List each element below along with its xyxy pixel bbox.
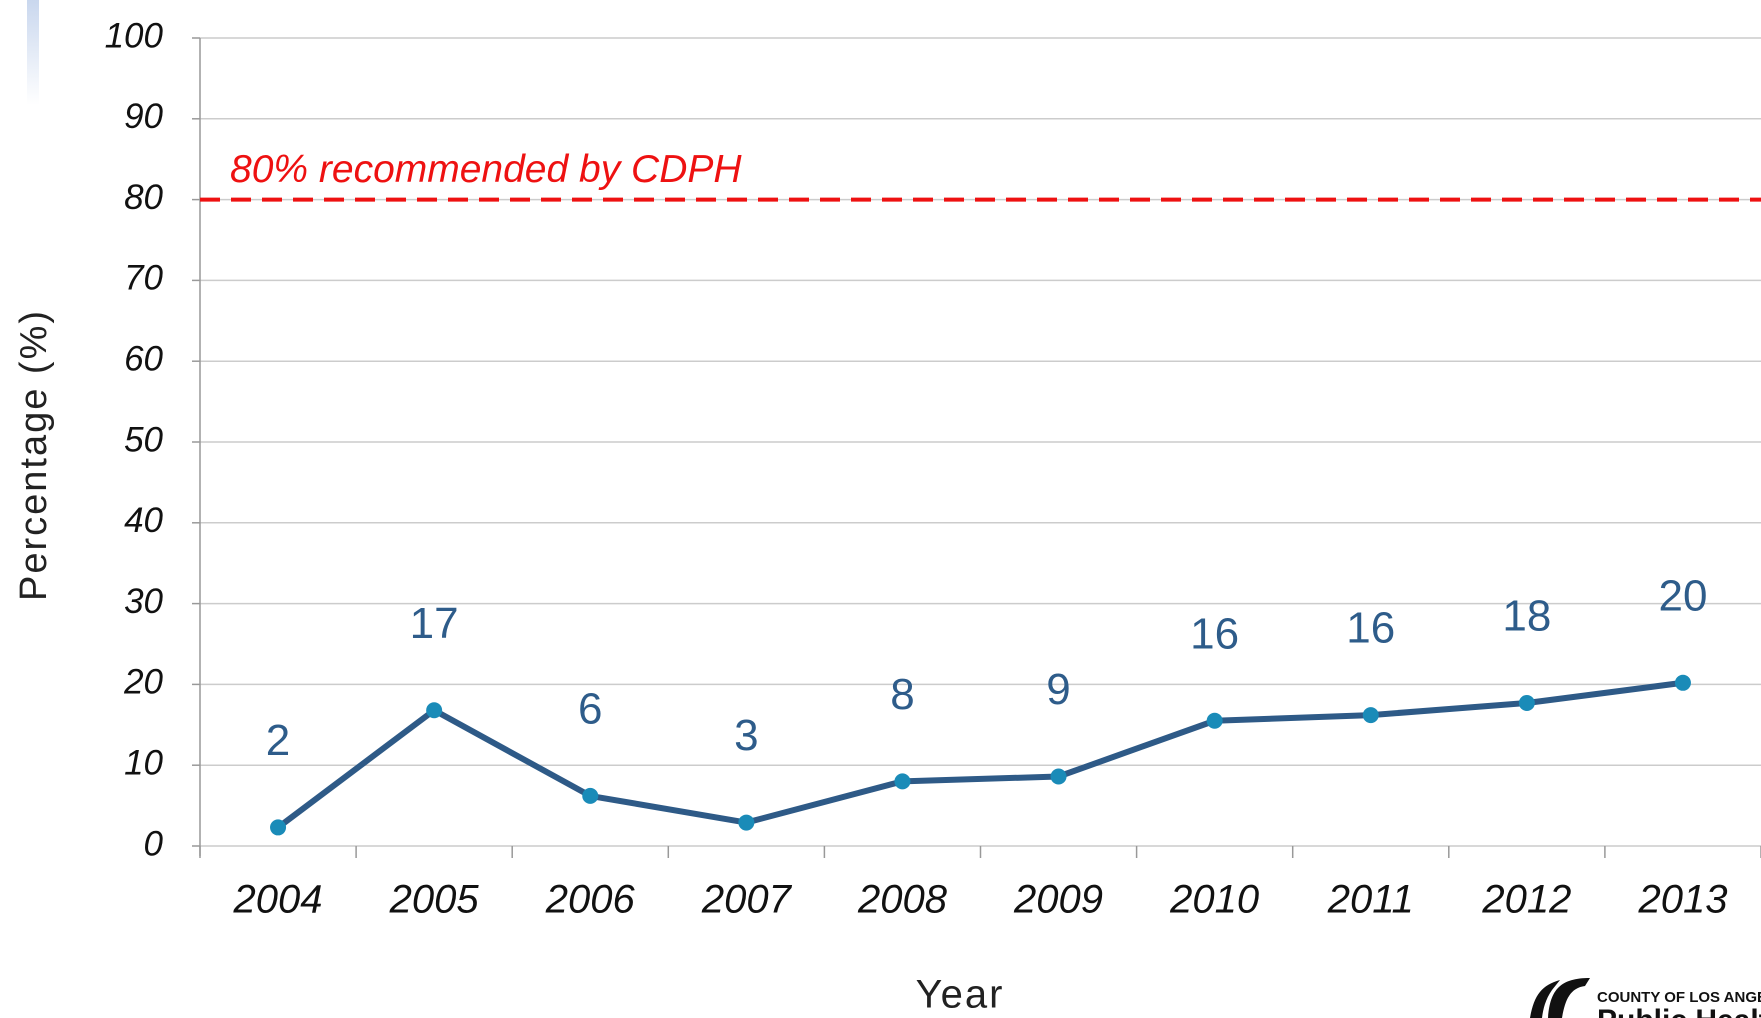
data-point <box>1518 694 1535 711</box>
x-tick-label: 2010 <box>1169 878 1259 922</box>
data-line <box>276 679 1684 830</box>
data-label: 20 <box>1658 571 1707 620</box>
data-label: 2 <box>266 716 290 765</box>
y-tick-label: 30 <box>124 582 163 621</box>
logo-line1: COUNTY OF LOS ANGELES <box>1597 989 1761 1006</box>
y-tick-label: 70 <box>124 259 163 298</box>
y-tick-label: 10 <box>124 743 163 782</box>
y-tick-label: 60 <box>124 339 163 378</box>
data-label: 9 <box>1046 665 1070 714</box>
data-point <box>582 787 599 804</box>
y-axis-label: Percentage (%) <box>13 309 55 601</box>
x-tick-label: 2011 <box>1327 878 1414 922</box>
y-tick-label: 100 <box>105 16 164 55</box>
x-tick-label: 2007 <box>701 878 793 922</box>
decoration <box>27 0 39 105</box>
x-tick-label: 2012 <box>1481 878 1571 922</box>
y-tick-label: 0 <box>144 824 164 863</box>
x-tick-label: 2009 <box>1013 878 1103 922</box>
x-axis-label: Year <box>916 973 1005 1017</box>
data-point <box>894 773 911 790</box>
data-label: 3 <box>734 711 758 760</box>
x-tick-label: 2006 <box>545 878 636 922</box>
data-point <box>1674 674 1691 691</box>
y-tick-label: 50 <box>124 420 163 459</box>
y-tick-label: 80 <box>124 178 163 217</box>
data-point <box>1362 707 1379 724</box>
logo: COUNTY OF LOS ANGELES Public Health <box>1530 978 1761 1018</box>
x-tick-label: 2013 <box>1637 878 1727 922</box>
reference-label: 80% recommended by CDPH <box>230 148 742 191</box>
data-label: 8 <box>890 670 914 719</box>
data-label: 6 <box>578 685 602 734</box>
data-label: 16 <box>1346 604 1395 653</box>
x-tick-label: 2005 <box>389 878 480 922</box>
data-point <box>1050 768 1067 785</box>
data-point <box>426 702 443 719</box>
data-label: 17 <box>410 599 459 648</box>
data-point <box>270 819 287 836</box>
y-tick-label: 40 <box>124 501 163 540</box>
data-label: 18 <box>1502 592 1551 641</box>
x-tick-label: 2004 <box>233 878 323 922</box>
y-tick-label: 20 <box>123 663 163 702</box>
data-label: 16 <box>1190 609 1239 658</box>
logo-mark <box>1530 978 1590 1018</box>
x-tick-label: 2008 <box>857 878 948 922</box>
data-point <box>1206 712 1223 729</box>
y-tick-label: 90 <box>124 97 163 136</box>
logo-line2: Public Health <box>1597 1004 1761 1018</box>
data-point <box>738 814 755 831</box>
